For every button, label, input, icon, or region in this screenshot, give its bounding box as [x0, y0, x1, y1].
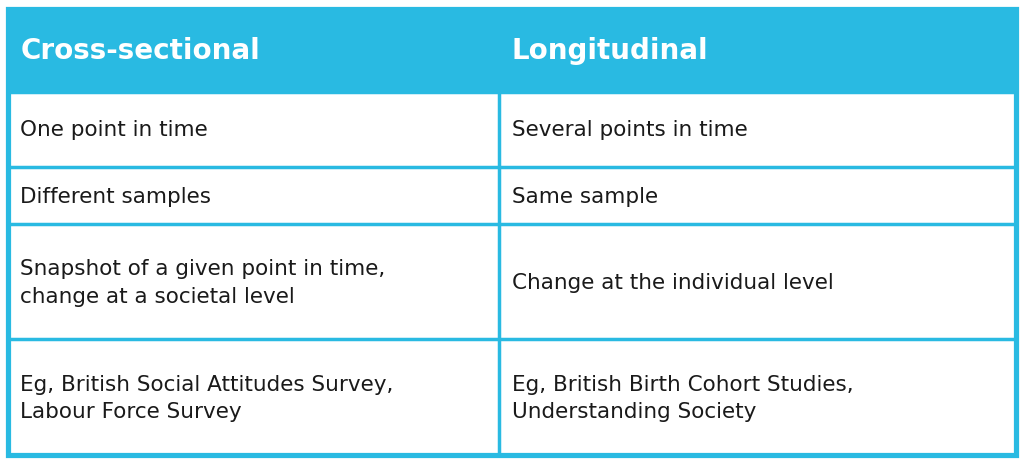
Text: Cross-sectional: Cross-sectional	[20, 37, 260, 65]
Text: Snapshot of a given point in time,
change at a societal level: Snapshot of a given point in time, chang…	[20, 259, 386, 306]
Text: Eg, British Social Attitudes Survey,
Labour Force Survey: Eg, British Social Attitudes Survey, Lab…	[20, 374, 394, 421]
Text: Change at the individual level: Change at the individual level	[512, 272, 834, 292]
Text: Eg, British Birth Cohort Studies,
Understanding Society: Eg, British Birth Cohort Studies, Unders…	[512, 374, 853, 421]
Text: Several points in time: Several points in time	[512, 120, 748, 140]
Text: One point in time: One point in time	[20, 120, 208, 140]
Text: Different samples: Different samples	[20, 186, 212, 206]
Bar	[8, 10, 1016, 92]
Text: Longitudinal: Longitudinal	[512, 37, 709, 65]
Text: Same sample: Same sample	[512, 186, 658, 206]
